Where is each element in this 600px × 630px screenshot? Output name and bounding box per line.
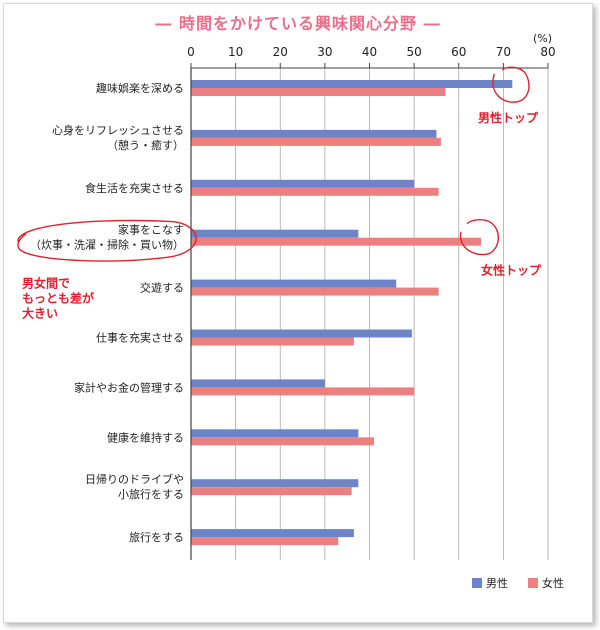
female-bar	[191, 187, 439, 196]
female-bar	[191, 237, 482, 246]
male-top-circle	[492, 66, 530, 103]
category-label: 家計やお金の管理する	[74, 380, 184, 394]
male-bar	[191, 479, 359, 488]
female-bar	[191, 337, 354, 346]
x-tick-label: 20	[273, 45, 288, 59]
category-label: 趣味娯楽を深める	[96, 81, 184, 95]
x-tick-label: 80	[540, 45, 555, 59]
female-bar	[191, 88, 446, 96]
male-bar	[191, 379, 325, 388]
legend-swatch-male	[472, 578, 482, 588]
gap-annotation-line: 大きい	[22, 306, 58, 321]
male-bar	[191, 429, 359, 438]
x-tick-label: 60	[451, 45, 466, 59]
x-tick-label: 70	[496, 45, 511, 59]
gap-annotation-line: もっとも差が	[22, 291, 94, 306]
female-top-circle	[459, 219, 500, 256]
female-bar	[191, 137, 441, 146]
female-bar	[191, 387, 415, 396]
x-tick-label: 10	[228, 45, 243, 59]
female-top-annotation: 女性トップ	[481, 263, 542, 278]
female-bar	[191, 437, 374, 446]
male-bar	[191, 279, 397, 288]
category-label: 交遊する	[140, 281, 184, 295]
category-label: 旅行をする	[129, 530, 184, 544]
category-label: 家事をこなす	[118, 223, 184, 237]
category-label: （憩う・癒す）	[107, 138, 184, 152]
x-tick-label: 30	[317, 45, 332, 59]
gap-annotation-line: 男女間で	[22, 276, 70, 291]
male-bar	[191, 179, 415, 188]
male-bar	[191, 129, 437, 138]
household-label-ellipse	[17, 219, 197, 262]
female-bar	[191, 287, 439, 296]
x-tick-label: 40	[362, 45, 377, 59]
legend-swatch-female	[528, 578, 538, 588]
male-top-annotation: 男性トップ	[478, 110, 539, 125]
unit-label: (%)	[533, 32, 552, 45]
category-label: 仕事を充実させる	[96, 331, 184, 345]
x-tick-label: 0	[187, 45, 195, 59]
category-label: 日帰りのドライブや	[85, 472, 184, 486]
male-bar	[191, 529, 354, 538]
category-label: （炊事・洗濯・掃除・買い物）	[30, 238, 184, 252]
category-label: 健康を維持する	[107, 430, 184, 444]
male-bar	[191, 80, 513, 88]
category-label: 心身をリフレッシュさせる	[52, 123, 184, 137]
x-tick-label: 50	[406, 45, 421, 59]
female-bar	[191, 487, 352, 496]
legend-label-female: 女性	[542, 576, 564, 590]
chart-title: ― 時間をかけている興味関心分野 ―	[155, 14, 441, 33]
male-bar	[191, 329, 412, 338]
category-label: 小旅行をする	[118, 487, 184, 501]
female-bar	[191, 537, 339, 546]
bar-chart: 0 10 20 30 40 50 60 70 80(%) 趣味娯楽を深める心身をリフレッシュさせる…	[17, 32, 564, 590]
category-label: 食生活を充実させる	[85, 181, 184, 195]
chart-frame: ― 時間をかけている興味関心分野 ― 0 10 20 30 40 50 60 70 80 (%) 趣…	[3, 3, 593, 623]
male-bar	[191, 229, 359, 238]
legend-label-male: 男性	[486, 576, 508, 590]
